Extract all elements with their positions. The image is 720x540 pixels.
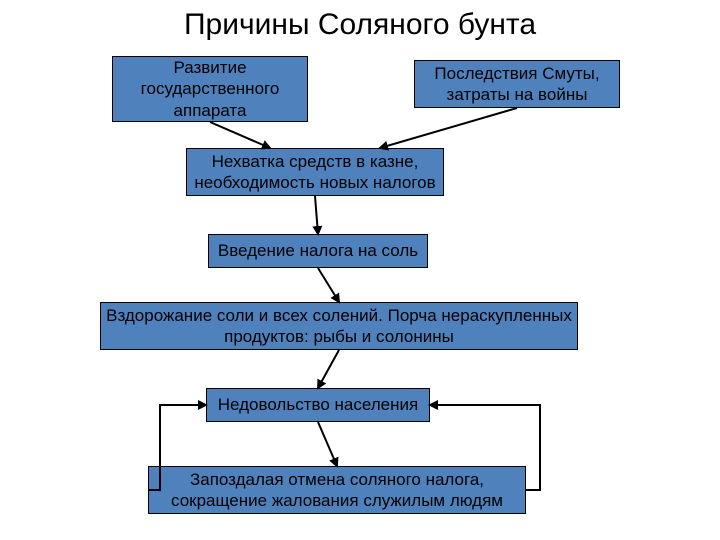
node-price-increase: Вздорожание соли и всех солений. Порча н… bbox=[100, 302, 578, 350]
node-belated-repeal: Запоздалая отмена соляного налога, сокра… bbox=[148, 466, 526, 514]
edge-n1-n3 bbox=[210, 122, 270, 148]
node-discontent: Недовольство населения bbox=[206, 388, 430, 422]
edge-n6-n7 bbox=[318, 422, 337, 466]
diagram-title: Причины Соляного бунта bbox=[0, 8, 720, 42]
edge-n4-n5 bbox=[318, 268, 339, 302]
node-treasury-shortage: Нехватка средств в казне, необходимость … bbox=[186, 148, 444, 196]
edge-n5-n6 bbox=[318, 350, 339, 388]
edge-n3-n4 bbox=[315, 196, 318, 234]
node-smuta-consequences: Последствия Смуты, затраты на войны bbox=[414, 60, 620, 108]
node-state-apparatus: Развитие государственного аппарата bbox=[112, 56, 308, 122]
node-salt-tax: Введение налога на соль bbox=[208, 234, 428, 268]
edge-n2-n3 bbox=[380, 108, 517, 148]
